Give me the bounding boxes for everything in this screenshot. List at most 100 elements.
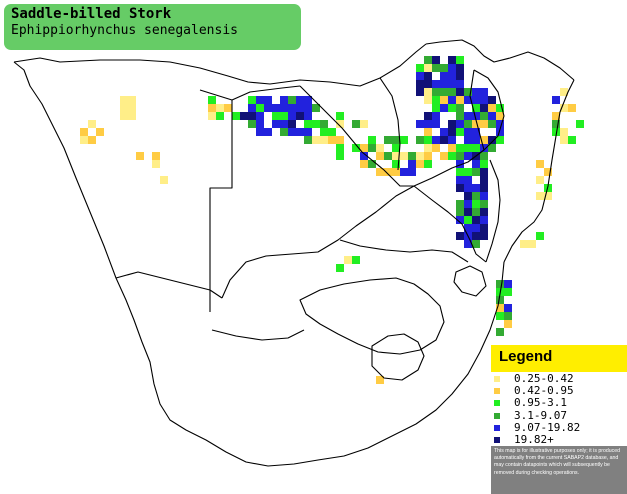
occurrence-cell	[496, 296, 504, 304]
occurrence-cell	[464, 216, 472, 224]
occurrence-cell	[488, 144, 496, 152]
occurrence-cell	[456, 64, 464, 72]
occurrence-cell	[480, 176, 488, 184]
occurrence-cell	[248, 120, 256, 128]
occurrence-cell	[248, 112, 256, 120]
border-freestate	[299, 277, 445, 355]
occurrence-cell	[424, 160, 432, 168]
occurrence-cell	[496, 136, 504, 144]
legend-swatch	[494, 424, 500, 431]
border-zambia-line	[379, 77, 401, 171]
occurrence-cell	[480, 96, 488, 104]
occurrence-cell	[376, 376, 384, 384]
occurrence-cell	[560, 128, 568, 136]
occurrence-cell	[256, 96, 264, 104]
occurrence-cell	[392, 144, 400, 152]
border-limpopo	[413, 185, 487, 263]
occurrence-cell	[560, 88, 568, 96]
occurrence-cell	[504, 304, 512, 312]
disclaimer-note: This map is for illustrative purposes on…	[491, 446, 627, 494]
occurrence-cell	[488, 120, 496, 128]
occurrence-cell	[472, 144, 480, 152]
border-kruger	[485, 159, 501, 263]
occurrence-cell	[424, 72, 432, 80]
occurrence-cell	[440, 88, 448, 96]
occurrence-cell	[536, 192, 544, 200]
occurrence-cell	[472, 240, 480, 248]
border-lesotho	[371, 333, 425, 381]
occurrence-cell	[448, 56, 456, 64]
legend-label: 0.25-0.42	[514, 372, 574, 385]
occurrence-cell	[208, 112, 216, 120]
occurrence-cell	[472, 160, 480, 168]
occurrence-cell	[464, 184, 472, 192]
occurrence-cell	[464, 144, 472, 152]
occurrence-cell	[536, 176, 544, 184]
title-box: Saddle-billed Stork Ephippiorhynchus sen…	[4, 4, 301, 50]
occurrence-cell	[464, 192, 472, 200]
occurrence-cell	[272, 120, 280, 128]
occurrence-cell	[424, 56, 432, 64]
border-botswana-south	[221, 185, 415, 299]
occurrence-cell	[288, 128, 296, 136]
occurrence-cell	[360, 152, 368, 160]
occurrence-cell	[464, 96, 472, 104]
occurrence-cell	[480, 200, 488, 208]
legend-item: 0.42-0.95	[491, 385, 627, 397]
occurrence-cell	[456, 96, 464, 104]
occurrence-cell	[304, 112, 312, 120]
occurrence-cell	[432, 136, 440, 144]
occurrence-cell	[472, 168, 480, 176]
occurrence-cell	[472, 88, 480, 96]
occurrence-cell	[96, 128, 104, 136]
occurrence-cell	[472, 96, 480, 104]
occurrence-cell	[336, 120, 344, 128]
occurrence-cell	[392, 168, 400, 176]
occurrence-cell	[136, 152, 144, 160]
occurrence-cell	[400, 136, 408, 144]
occurrence-cell	[376, 168, 384, 176]
occurrence-cell	[464, 224, 472, 232]
occurrence-cell	[120, 96, 128, 104]
occurrence-cell	[336, 136, 344, 144]
occurrence-cell	[416, 80, 424, 88]
legend-item: 3.1-9.07	[491, 409, 627, 422]
occurrence-cell	[488, 96, 496, 104]
occurrence-cell	[432, 56, 440, 64]
occurrence-cell	[472, 184, 480, 192]
occurrence-cell	[456, 216, 464, 224]
occurrence-cell	[424, 120, 432, 128]
occurrence-cell	[296, 96, 304, 104]
occurrence-cell	[472, 104, 480, 112]
occurrence-cell	[480, 224, 488, 232]
occurrence-cell	[440, 104, 448, 112]
legend-item: 0.95-3.1	[491, 397, 627, 409]
occurrence-cell	[496, 280, 504, 288]
occurrence-cell	[456, 184, 464, 192]
occurrence-cell	[480, 184, 488, 192]
occurrence-cell	[440, 128, 448, 136]
occurrence-cell	[432, 64, 440, 72]
legend-swatch	[494, 400, 500, 407]
occurrence-cell	[496, 104, 504, 112]
border-south-internal	[211, 329, 305, 341]
occurrence-cell	[384, 152, 392, 160]
occurrence-cell	[256, 128, 264, 136]
occurrence-cell	[232, 112, 240, 120]
species-common-name: Saddle-billed Stork	[11, 6, 172, 22]
occurrence-cell	[248, 96, 256, 104]
occurrence-cell	[320, 128, 328, 136]
occurrence-cell	[456, 120, 464, 128]
occurrence-cell	[416, 88, 424, 96]
legend-items: 0.25-0.42 0.42-0.95 0.95-3.1 3.1-9.07 9.07-1…	[491, 373, 627, 446]
occurrence-cell	[448, 104, 456, 112]
occurrence-cell	[472, 232, 480, 240]
occurrence-cell	[320, 136, 328, 144]
occurrence-cell	[216, 112, 224, 120]
occurrence-cell	[152, 160, 160, 168]
occurrence-cell	[416, 136, 424, 144]
occurrence-cell	[392, 160, 400, 168]
occurrence-cell	[472, 216, 480, 224]
occurrence-cell	[432, 88, 440, 96]
